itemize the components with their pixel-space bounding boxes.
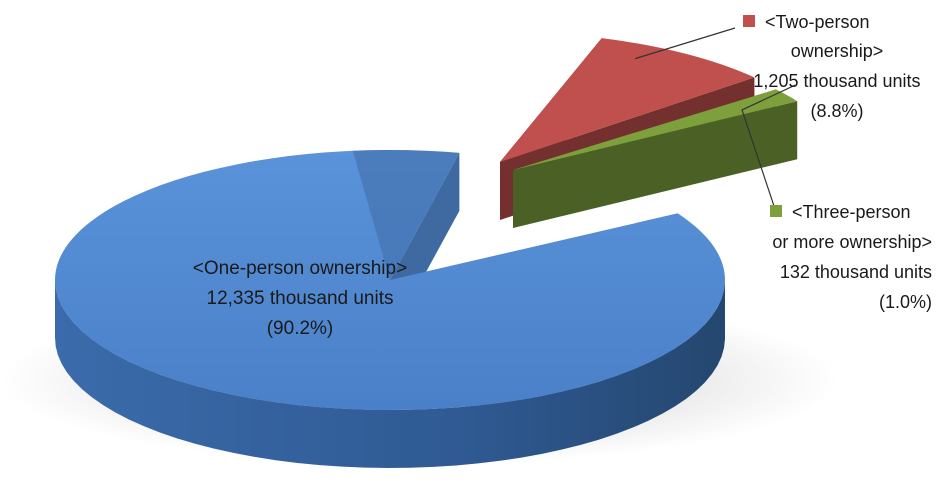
slice-label-value: 132 thousand units [780,262,932,282]
slice-label-name-line1: <Two-person [765,12,870,32]
pie-leader-lines [634,27,796,213]
leader-line-three-person [741,84,796,213]
legend-swatch-three-person [770,205,782,217]
pie-slice-inner-shade [352,150,460,280]
slice-label-name-line2: ownership> [791,41,884,61]
legend-swatch-two-person [743,15,755,27]
slice-label-percent: (8.8%) [810,101,863,121]
pie-slice-wall-one-person [55,279,725,468]
pie-slice-face-three-person-0 [513,89,776,228]
pie-tops [55,38,798,410]
pie-slice-two-person [500,38,755,163]
leader-line-two-person [634,27,736,60]
slice-label-value: 12,335 thousand units [207,288,394,309]
pie-slice-three-person [513,89,798,170]
slice-label-name: <One-person ownership> [193,258,407,279]
pie-slice-side-three-person [513,89,798,228]
slice-label-two-person: <Two-person ownership> 1,205 thousand un… [743,12,921,121]
slice-label-one-person: <One-person ownership> 12,335 thousand u… [193,258,407,339]
slice-label-name-line2: or more ownership> [772,232,932,252]
slice-label-percent: (1.0%) [879,292,932,312]
slice-label-name-line1: <Three-person [792,202,911,222]
slice-label-percent: (90.2%) [267,318,334,339]
slice-label-value: 1,205 thousand units [753,71,920,91]
slice-label-three-person: <Three-person or more ownership> 132 tho… [770,202,932,312]
